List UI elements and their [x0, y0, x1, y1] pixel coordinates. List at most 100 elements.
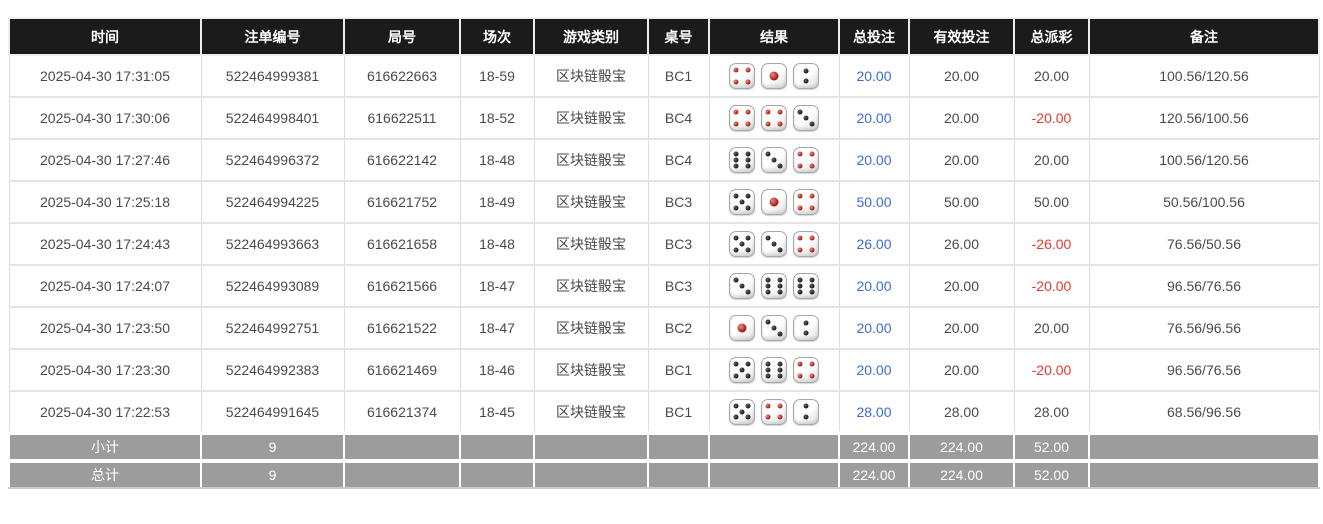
session-cell: 18-47 [459, 264, 535, 308]
result-cell [708, 390, 840, 434]
time-cell: 2025-04-30 17:24:43 [8, 222, 202, 266]
session-cell: 18-59 [459, 54, 535, 98]
total-bet-cell[interactable]: 20.00 [838, 138, 910, 182]
valid-bet-cell: 20.00 [908, 348, 1015, 392]
table-row: 2025-04-30 17:23:30 522464992383 616621469… [8, 348, 1320, 392]
table-row: 2025-04-30 17:24:07 522464993089 616621566… [8, 264, 1320, 308]
time-cell: 2025-04-30 17:30:06 [8, 96, 202, 140]
game-type-cell: 区块链骰宝 [533, 390, 649, 434]
valid-bet-cell: 50.00 [908, 180, 1015, 224]
bet-id-cell: 522464992383 [200, 348, 345, 392]
column-header-table-no: 桌号 [647, 17, 710, 56]
table-no-cell: BC3 [647, 180, 710, 224]
subtotal-empty-cell [459, 431, 535, 463]
result-cell [708, 348, 840, 392]
total-payout-cell: 20.00 [1013, 138, 1090, 182]
total-bet-cell[interactable]: 20.00 [838, 348, 910, 392]
die-4-icon [793, 231, 819, 257]
column-header-game-type: 游戏类别 [533, 17, 649, 56]
grand-total-valid-bet: 224.00 [908, 459, 1015, 489]
subtotal-label: 小计 [8, 431, 202, 463]
valid-bet-cell: 26.00 [908, 222, 1015, 266]
total-bet-cell[interactable]: 50.00 [838, 180, 910, 224]
valid-bet-cell: 28.00 [908, 390, 1015, 434]
column-header-remark: 备注 [1088, 17, 1320, 56]
time-cell: 2025-04-30 17:22:53 [8, 390, 202, 434]
die-2-icon [793, 398, 819, 425]
total-payout-cell: 28.00 [1013, 390, 1090, 434]
page: 时间 注单编号 局号 场次 游戏类别 桌号 结果 总投注 有效投注 总派彩 备注… [8, 17, 1320, 489]
result-cell [708, 96, 840, 140]
game-type-cell: 区块链骰宝 [533, 264, 649, 308]
result-cell [708, 180, 840, 224]
remark-cell: 100.56/120.56 [1088, 54, 1320, 98]
remark-cell: 100.56/120.56 [1088, 138, 1320, 182]
die-2-icon [793, 315, 819, 341]
grand-total-empty-cell [647, 459, 710, 489]
subtotal-empty-cell [1088, 431, 1320, 463]
game-type-cell: 区块链骰宝 [533, 138, 649, 182]
column-header-total-bet: 总投注 [838, 17, 910, 56]
die-4-icon [729, 63, 755, 89]
bet-id-cell: 522464998401 [200, 96, 345, 140]
time-cell: 2025-04-30 17:23:50 [8, 306, 202, 350]
table-row: 2025-04-30 17:24:43 522464993663 616621658… [8, 222, 1320, 266]
table-no-cell: BC4 [647, 96, 710, 140]
time-cell: 2025-04-30 17:31:05 [8, 54, 202, 98]
bet-id-cell: 522464994225 [200, 180, 345, 224]
round-id-cell: 616622511 [343, 96, 461, 140]
total-payout-cell: -20.00 [1013, 348, 1090, 392]
valid-bet-cell: 20.00 [908, 306, 1015, 350]
total-bet-cell[interactable]: 20.00 [838, 54, 910, 98]
game-type-cell: 区块链骰宝 [533, 306, 649, 350]
die-2-icon [793, 63, 819, 89]
total-bet-cell[interactable]: 26.00 [838, 222, 910, 266]
column-header-session: 场次 [459, 17, 535, 56]
column-header-total-payout: 总派彩 [1013, 17, 1090, 56]
time-cell: 2025-04-30 17:27:46 [8, 138, 202, 182]
die-3-icon [793, 105, 819, 131]
subtotal-row: 小计 9 224.00 224.00 52.00 [8, 431, 1320, 463]
round-id-cell: 616621752 [343, 180, 461, 224]
table-no-cell: BC3 [647, 222, 710, 266]
subtotal-total-bet: 224.00 [838, 431, 910, 463]
subtotal-empty-cell [647, 431, 710, 463]
die-1-icon [729, 315, 755, 341]
bet-id-cell: 522464993663 [200, 222, 345, 266]
time-cell: 2025-04-30 17:23:30 [8, 348, 202, 392]
table-no-cell: BC4 [647, 138, 710, 182]
game-type-cell: 区块链骰宝 [533, 54, 649, 98]
result-cell [708, 222, 840, 266]
die-6-icon [761, 357, 787, 383]
total-bet-cell[interactable]: 20.00 [838, 96, 910, 140]
table-row: 2025-04-30 17:30:06 522464998401 616622511… [8, 96, 1320, 140]
total-bet-cell[interactable]: 20.00 [838, 306, 910, 350]
remark-cell: 96.56/76.56 [1088, 348, 1320, 392]
session-cell: 18-45 [459, 390, 535, 434]
total-bet-cell[interactable]: 28.00 [838, 390, 910, 434]
result-cell [708, 138, 840, 182]
die-5-icon [729, 189, 755, 215]
session-cell: 18-49 [459, 180, 535, 224]
die-4-icon [761, 398, 787, 425]
bet-id-cell: 522464992751 [200, 306, 345, 350]
die-3-icon [729, 273, 755, 299]
round-id-cell: 616621522 [343, 306, 461, 350]
table-row: 2025-04-30 17:22:53 522464991645 616621374… [8, 390, 1320, 434]
round-id-cell: 616621469 [343, 348, 461, 392]
subtotal-empty-cell [533, 431, 649, 463]
round-id-cell: 616622142 [343, 138, 461, 182]
column-header-valid-bet: 有效投注 [908, 17, 1015, 56]
remark-cell: 96.56/76.56 [1088, 264, 1320, 308]
subtotal-valid-bet: 224.00 [908, 431, 1015, 463]
grand-total-total-bet: 224.00 [838, 459, 910, 489]
total-bet-cell[interactable]: 20.00 [838, 264, 910, 308]
die-4-icon [793, 189, 819, 215]
session-cell: 18-48 [459, 138, 535, 182]
remark-cell: 76.56/50.56 [1088, 222, 1320, 266]
die-6-icon [761, 273, 787, 299]
session-cell: 18-52 [459, 96, 535, 140]
remark-cell: 50.56/100.56 [1088, 180, 1320, 224]
valid-bet-cell: 20.00 [908, 264, 1015, 308]
grand-total-empty-cell [459, 459, 535, 489]
